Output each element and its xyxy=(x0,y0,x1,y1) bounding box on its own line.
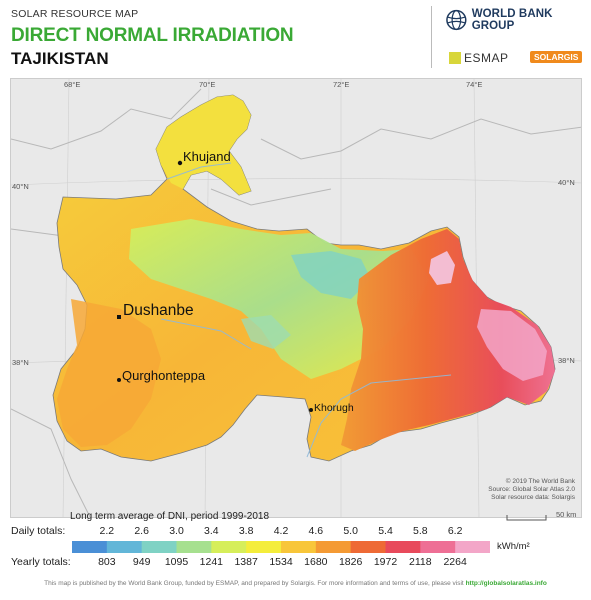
daily-tick-label: 4.6 xyxy=(308,525,324,537)
dushanbe-label: Dushanbe xyxy=(123,302,194,319)
scale-bar xyxy=(506,510,548,528)
scale-bar-line xyxy=(506,515,547,521)
lat-label-38-right: 38°N xyxy=(558,356,575,365)
credit-line-3: Solar resource data: Solargis xyxy=(491,494,575,501)
dni-map xyxy=(11,79,581,517)
rivers xyxy=(160,162,452,458)
legend-swatch xyxy=(72,541,108,553)
yearly-tick-label: 949 xyxy=(132,556,151,568)
qurghonteppa-label: Qurghonteppa xyxy=(122,368,206,383)
map-title: DIRECT NORMAL IRRADIATION xyxy=(11,25,294,46)
daily-totals-label: Daily totals: xyxy=(11,525,66,537)
footer-link[interactable]: http://globalsolaratlas.info xyxy=(465,580,547,587)
yearly-tick-label: 1680 xyxy=(304,556,328,568)
lat-label-38-left: 38°N xyxy=(12,358,29,367)
daily-tick-label: 2.6 xyxy=(134,525,149,537)
map-subtitle: SOLAR RESOURCE MAP xyxy=(11,8,139,20)
yearly-tick-label: 1241 xyxy=(199,556,223,568)
map-frame[interactable] xyxy=(10,78,582,518)
world-bank-logo: WORLD BANK GROUP xyxy=(446,8,591,32)
pink-highs xyxy=(477,309,547,381)
credit-line-1: © 2019 The World Bank xyxy=(505,478,575,485)
daily-tick-label: 3.4 xyxy=(204,525,219,537)
cool-highlands-2 xyxy=(241,315,291,349)
legend-swatch xyxy=(385,541,421,553)
southwest-basin xyxy=(57,299,161,447)
solargis-logo: SOLARGIS xyxy=(530,51,583,63)
legend-swatch xyxy=(176,541,212,553)
esmap-mark-icon xyxy=(449,52,461,64)
yearly-tick-label: 1534 xyxy=(269,556,293,568)
fergana-region xyxy=(156,95,251,195)
pamir-region xyxy=(341,229,555,451)
globe-icon xyxy=(446,9,467,31)
legend-color-bar xyxy=(72,541,490,553)
legend-title: Long term average of DNI, period 1999-20… xyxy=(70,511,270,522)
daily-tick-label: 4.2 xyxy=(273,525,289,537)
scale-bar-label: 50 km xyxy=(556,510,577,519)
khorugh-label: Khorugh xyxy=(314,402,354,414)
daily-tick-label: 5.4 xyxy=(378,525,393,537)
daily-tick-label: 6.2 xyxy=(447,525,463,537)
khujand-marker[interactable] xyxy=(177,160,183,166)
country-name: TAJIKISTAN xyxy=(11,49,109,68)
legend-swatch xyxy=(420,541,456,553)
legend-swatch xyxy=(211,541,247,553)
legend-swatch xyxy=(141,541,177,553)
qurghonteppa-marker[interactable] xyxy=(117,378,121,382)
lat-label-40-left: 40°N xyxy=(12,182,29,191)
legend-swatch xyxy=(455,541,490,553)
lon-label-74: 74°E xyxy=(466,80,483,89)
cool-highlands xyxy=(291,251,371,299)
map-credits: © 2019 The World Bank Source: Global Sol… xyxy=(480,478,575,502)
lon-label-70: 70°E xyxy=(199,80,216,89)
yearly-totals-label: Yearly totals: xyxy=(11,556,71,568)
esmap-text: ESMAP xyxy=(464,51,509,65)
neighbour-borders xyxy=(11,88,581,517)
khorugh-marker[interactable] xyxy=(309,408,313,412)
lon-label-72: 72°E xyxy=(333,80,350,89)
daily-tick-label: 2.2 xyxy=(99,525,115,537)
yearly-tick-label: 803 xyxy=(98,556,116,568)
legend-swatch xyxy=(106,541,143,553)
footer-text: This map is published by the World Bank … xyxy=(44,580,464,587)
legend-swatch xyxy=(350,541,386,553)
daily-tick-label: 3.8 xyxy=(238,525,254,537)
daily-tick-label: 3.0 xyxy=(169,525,184,537)
lon-label-68: 68°E xyxy=(64,80,81,89)
yearly-tick-label: 2264 xyxy=(443,556,467,568)
yearly-tick-label: 1387 xyxy=(234,556,258,568)
esmap-logo: ESMAP xyxy=(449,51,509,65)
legend-swatch xyxy=(246,541,282,553)
world-bank-text: WORLD BANK GROUP xyxy=(471,8,553,32)
legend-swatch xyxy=(281,541,317,553)
header-divider xyxy=(431,6,432,68)
yearly-tick-label: 2118 xyxy=(409,556,432,568)
credit-line-2: Source: Global Solar Atlas 2.0 xyxy=(488,486,575,493)
unit-label: kWh/m² xyxy=(497,541,530,552)
legend-swatch xyxy=(315,541,352,553)
karakul-lake-area xyxy=(429,251,455,285)
dushanbe-marker[interactable] xyxy=(117,315,121,319)
footer: This map is published by the World Bank … xyxy=(0,580,591,587)
daily-tick-label: 5.0 xyxy=(343,525,358,537)
yearly-tick-label: 1826 xyxy=(338,556,363,568)
khujand-label: Khujand xyxy=(183,149,231,164)
daily-tick-label: 5.8 xyxy=(413,525,428,537)
yearly-tick-label: 1972 xyxy=(373,556,398,568)
yearly-tick-label: 1095 xyxy=(164,556,189,568)
lat-label-40-right: 40°N xyxy=(558,178,575,187)
